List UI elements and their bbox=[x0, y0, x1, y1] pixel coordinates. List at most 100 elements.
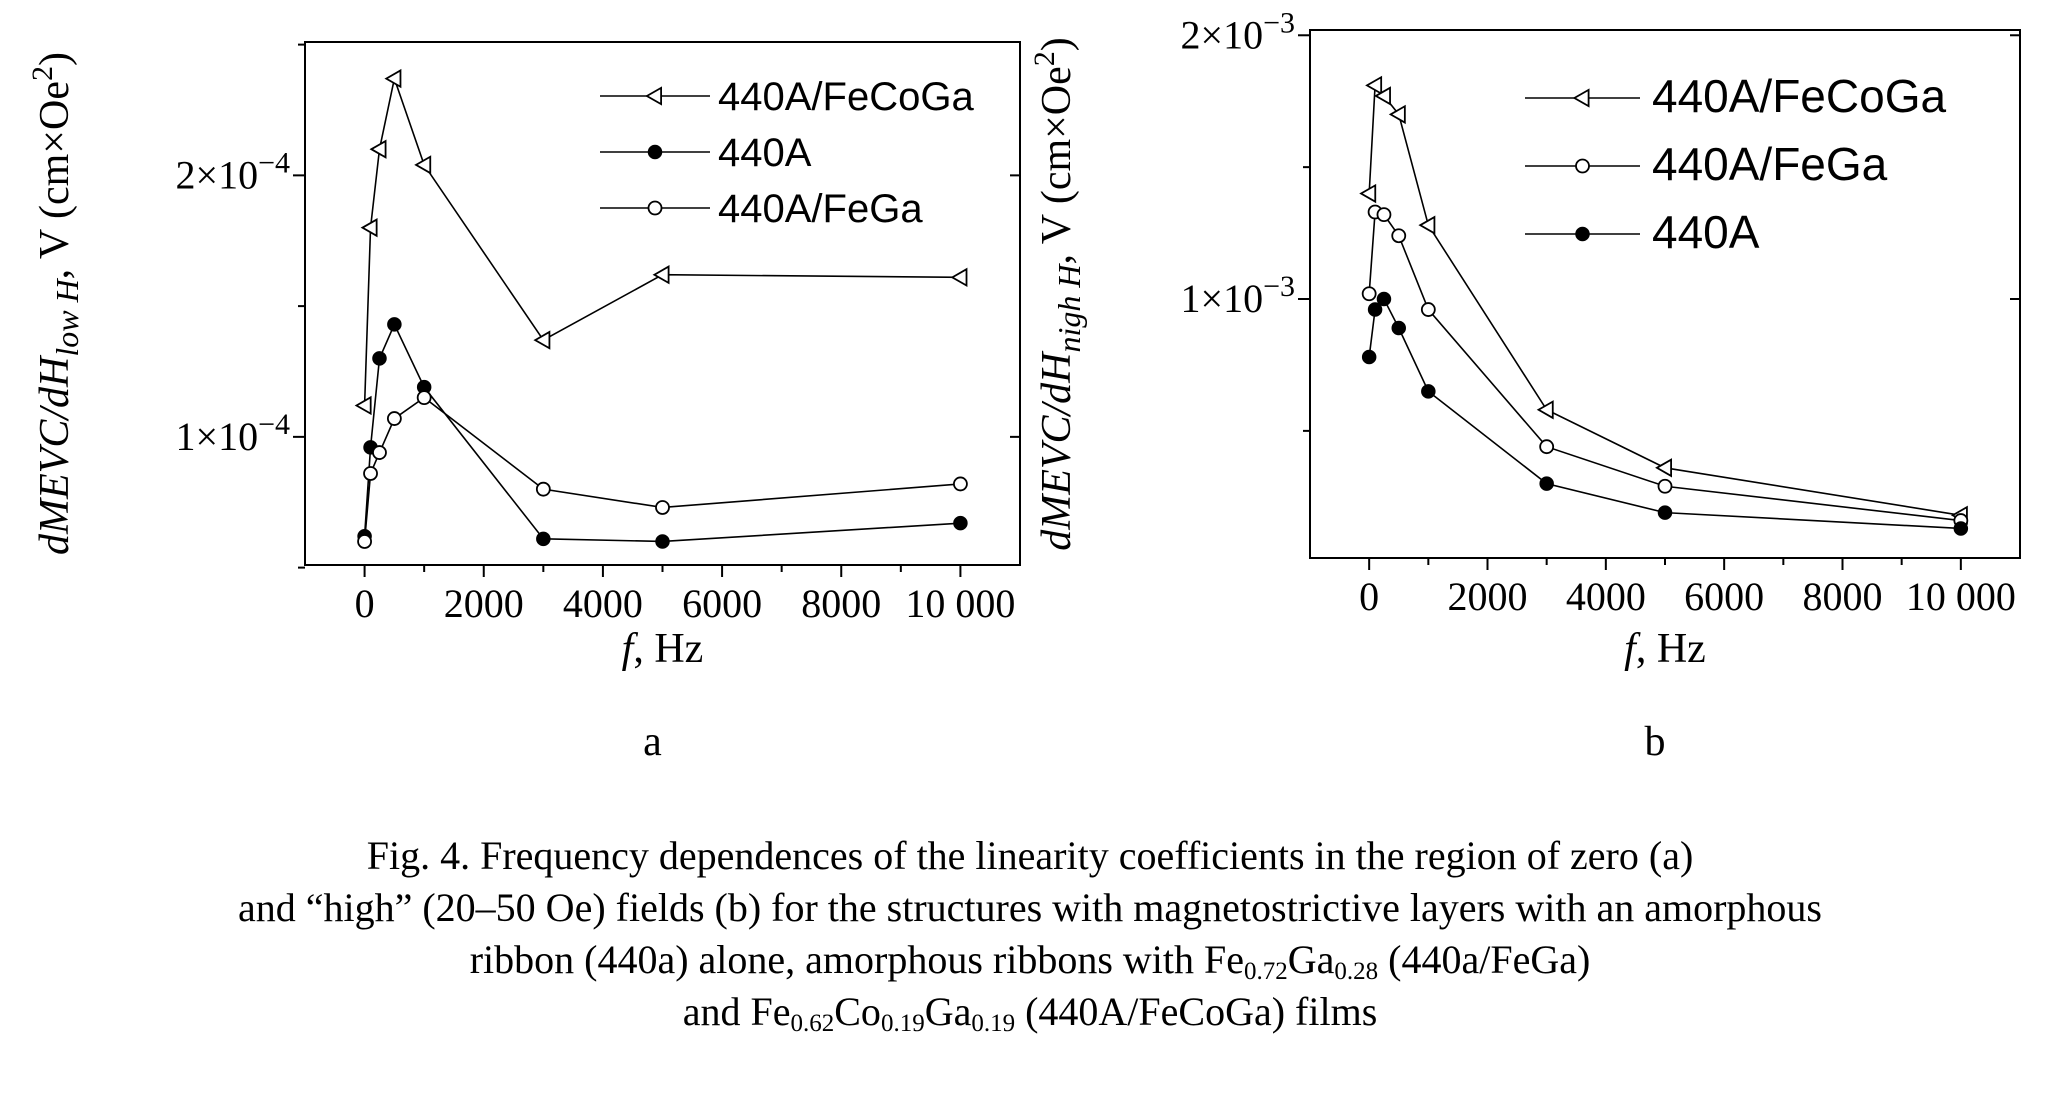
x-tick-label: 0 bbox=[1359, 574, 1379, 619]
caption-line-3: ribbon (440a) alone, amorphous ribbons w… bbox=[0, 934, 2060, 986]
data-point bbox=[655, 534, 670, 549]
data-point bbox=[1374, 86, 1391, 106]
y-title-close: ) bbox=[1034, 37, 1080, 51]
x-tick-label: 2000 bbox=[1448, 574, 1528, 619]
caption-line-1: Fig. 4. Frequency dependences of the lin… bbox=[366, 833, 1694, 878]
data-point bbox=[387, 317, 402, 332]
data-point bbox=[1539, 439, 1555, 455]
data-point bbox=[372, 351, 387, 366]
y-axis-title: dMEVC/dHnigh H, V (cm×Oe2) bbox=[1028, 37, 1087, 551]
legend-entry: 440A/FeGa bbox=[718, 187, 923, 231]
legend-entry: 440A bbox=[718, 131, 812, 175]
legend-entry: 440A/FeCoGa bbox=[1652, 70, 1946, 122]
x-tick-label: 4000 bbox=[563, 581, 643, 626]
plot-frame bbox=[304, 41, 1021, 566]
data-point bbox=[1539, 476, 1554, 491]
caption-text: Co bbox=[834, 989, 881, 1034]
legend-entry: 440A/FeCoGa bbox=[718, 75, 974, 119]
panel-label: b bbox=[1645, 719, 1666, 765]
data-point bbox=[1365, 75, 1383, 96]
y-tick-exponent: −3 bbox=[1263, 6, 1295, 39]
caption-text: Ga bbox=[1287, 937, 1335, 982]
data-point bbox=[1657, 505, 1673, 520]
x-tick-label: 6000 bbox=[1684, 574, 1764, 619]
data-point bbox=[1391, 228, 1407, 244]
y-title-close: ) bbox=[32, 52, 78, 66]
chart-panel-a: 0 2000 4000 6000 8000 10 0001×10−42×10−4440A/… bbox=[26, 41, 1021, 765]
series-line bbox=[1368, 210, 1961, 522]
y-tick-mantissa: 1×10 bbox=[1181, 276, 1264, 321]
caption-text: and Fe bbox=[682, 989, 791, 1034]
series-line bbox=[363, 396, 961, 542]
caption-subscript: 0.19 bbox=[971, 1010, 1016, 1037]
x-title-units: , Hz bbox=[633, 626, 703, 672]
y-tick-exponent: −4 bbox=[258, 408, 290, 441]
x-tick-label: 6000 bbox=[682, 581, 762, 626]
series-line bbox=[363, 322, 961, 543]
data-point bbox=[416, 390, 432, 406]
data-point bbox=[384, 68, 402, 89]
data-point bbox=[1388, 104, 1406, 125]
x-tick-label: 4000 bbox=[1566, 574, 1646, 619]
legend-marker bbox=[647, 200, 663, 216]
data-point bbox=[652, 265, 670, 285]
data-point bbox=[1657, 478, 1673, 494]
y-title-units: , V (cm×Oe bbox=[32, 81, 78, 279]
caption-subscript: 0.19 bbox=[880, 1010, 925, 1037]
data-point bbox=[536, 531, 551, 547]
data-point bbox=[1361, 286, 1377, 302]
data-point bbox=[953, 476, 968, 492]
y-title-main: dMEVC/dH bbox=[32, 354, 78, 555]
data-point bbox=[369, 139, 387, 159]
data-point bbox=[1376, 291, 1392, 307]
y-title-units: , V (cm×Oe bbox=[1034, 66, 1080, 264]
legend-marker bbox=[1572, 88, 1590, 108]
legend-marker bbox=[1575, 158, 1590, 174]
y-tick-label: 1×10−4 bbox=[176, 408, 290, 459]
data-point bbox=[1367, 302, 1383, 317]
data-point bbox=[1953, 521, 1969, 536]
x-tick-label: 10 000 bbox=[905, 581, 1015, 626]
caption-line-4: and Fe0.62Co0.19Ga0.19 (440A/FeCoGa) fil… bbox=[0, 986, 2060, 1038]
x-tick-label: 8000 bbox=[1803, 574, 1883, 619]
x-axis-title: f, Hz bbox=[622, 626, 704, 672]
y-title-subscript: nigh H bbox=[1051, 263, 1087, 353]
data-point bbox=[533, 330, 551, 350]
data-point bbox=[1391, 320, 1406, 336]
y-tick-label: 2×10−4 bbox=[176, 146, 290, 197]
data-point bbox=[357, 534, 372, 549]
data-point bbox=[1376, 207, 1392, 223]
caption-text: (440A/FeCoGa) films bbox=[1015, 989, 1378, 1034]
y-axis-title: dMEVC/dHlow H, V (cm×Oe2) bbox=[26, 52, 85, 555]
y-tick-mantissa: 2×10 bbox=[176, 152, 259, 197]
y-tick-label: 2×10−3 bbox=[1181, 6, 1295, 57]
legend-entry: 440A/FeGa bbox=[1652, 138, 1888, 190]
chart-panel-b: 0 2000 4000 6000 8000 10 0001×10−32×10−3440A/… bbox=[1028, 6, 2021, 765]
y-title-subscript: low H bbox=[49, 277, 85, 356]
caption-line-2: and “high” (20–50 Oe) fields (b) for the… bbox=[237, 885, 1822, 930]
x-tick-label: 0 bbox=[355, 581, 375, 626]
data-point bbox=[953, 515, 968, 531]
caption-text: (440a/FeGa) bbox=[1378, 937, 1591, 982]
legend-marker bbox=[1575, 226, 1590, 242]
x-tick-label: 8000 bbox=[801, 581, 881, 626]
legend: 440A/FeCoGa 440A 440A/FeGa bbox=[600, 75, 974, 231]
data-point bbox=[1420, 302, 1436, 317]
y-title-superscript: 2 bbox=[26, 66, 59, 81]
data-point bbox=[386, 411, 402, 426]
y-tick-label: 1×10−3 bbox=[1181, 270, 1295, 321]
caption-subscript: 0.72 bbox=[1244, 958, 1288, 985]
caption-subscript: 0.28 bbox=[1334, 958, 1379, 985]
data-point bbox=[535, 481, 551, 497]
y-title-superscript: 2 bbox=[1028, 51, 1061, 66]
x-title-units: , Hz bbox=[1636, 626, 1706, 672]
y-title-main: dMEVC/dH bbox=[1034, 350, 1080, 551]
data-point bbox=[950, 267, 968, 288]
caption-subscript: 0.62 bbox=[790, 1010, 835, 1037]
caption-text: Ga bbox=[924, 989, 972, 1034]
data-point bbox=[1655, 458, 1672, 478]
legend: 440A/FeCoGa 440A/FeGa 440A bbox=[1525, 70, 1946, 258]
data-point bbox=[360, 217, 378, 238]
series-line bbox=[1368, 297, 1961, 530]
